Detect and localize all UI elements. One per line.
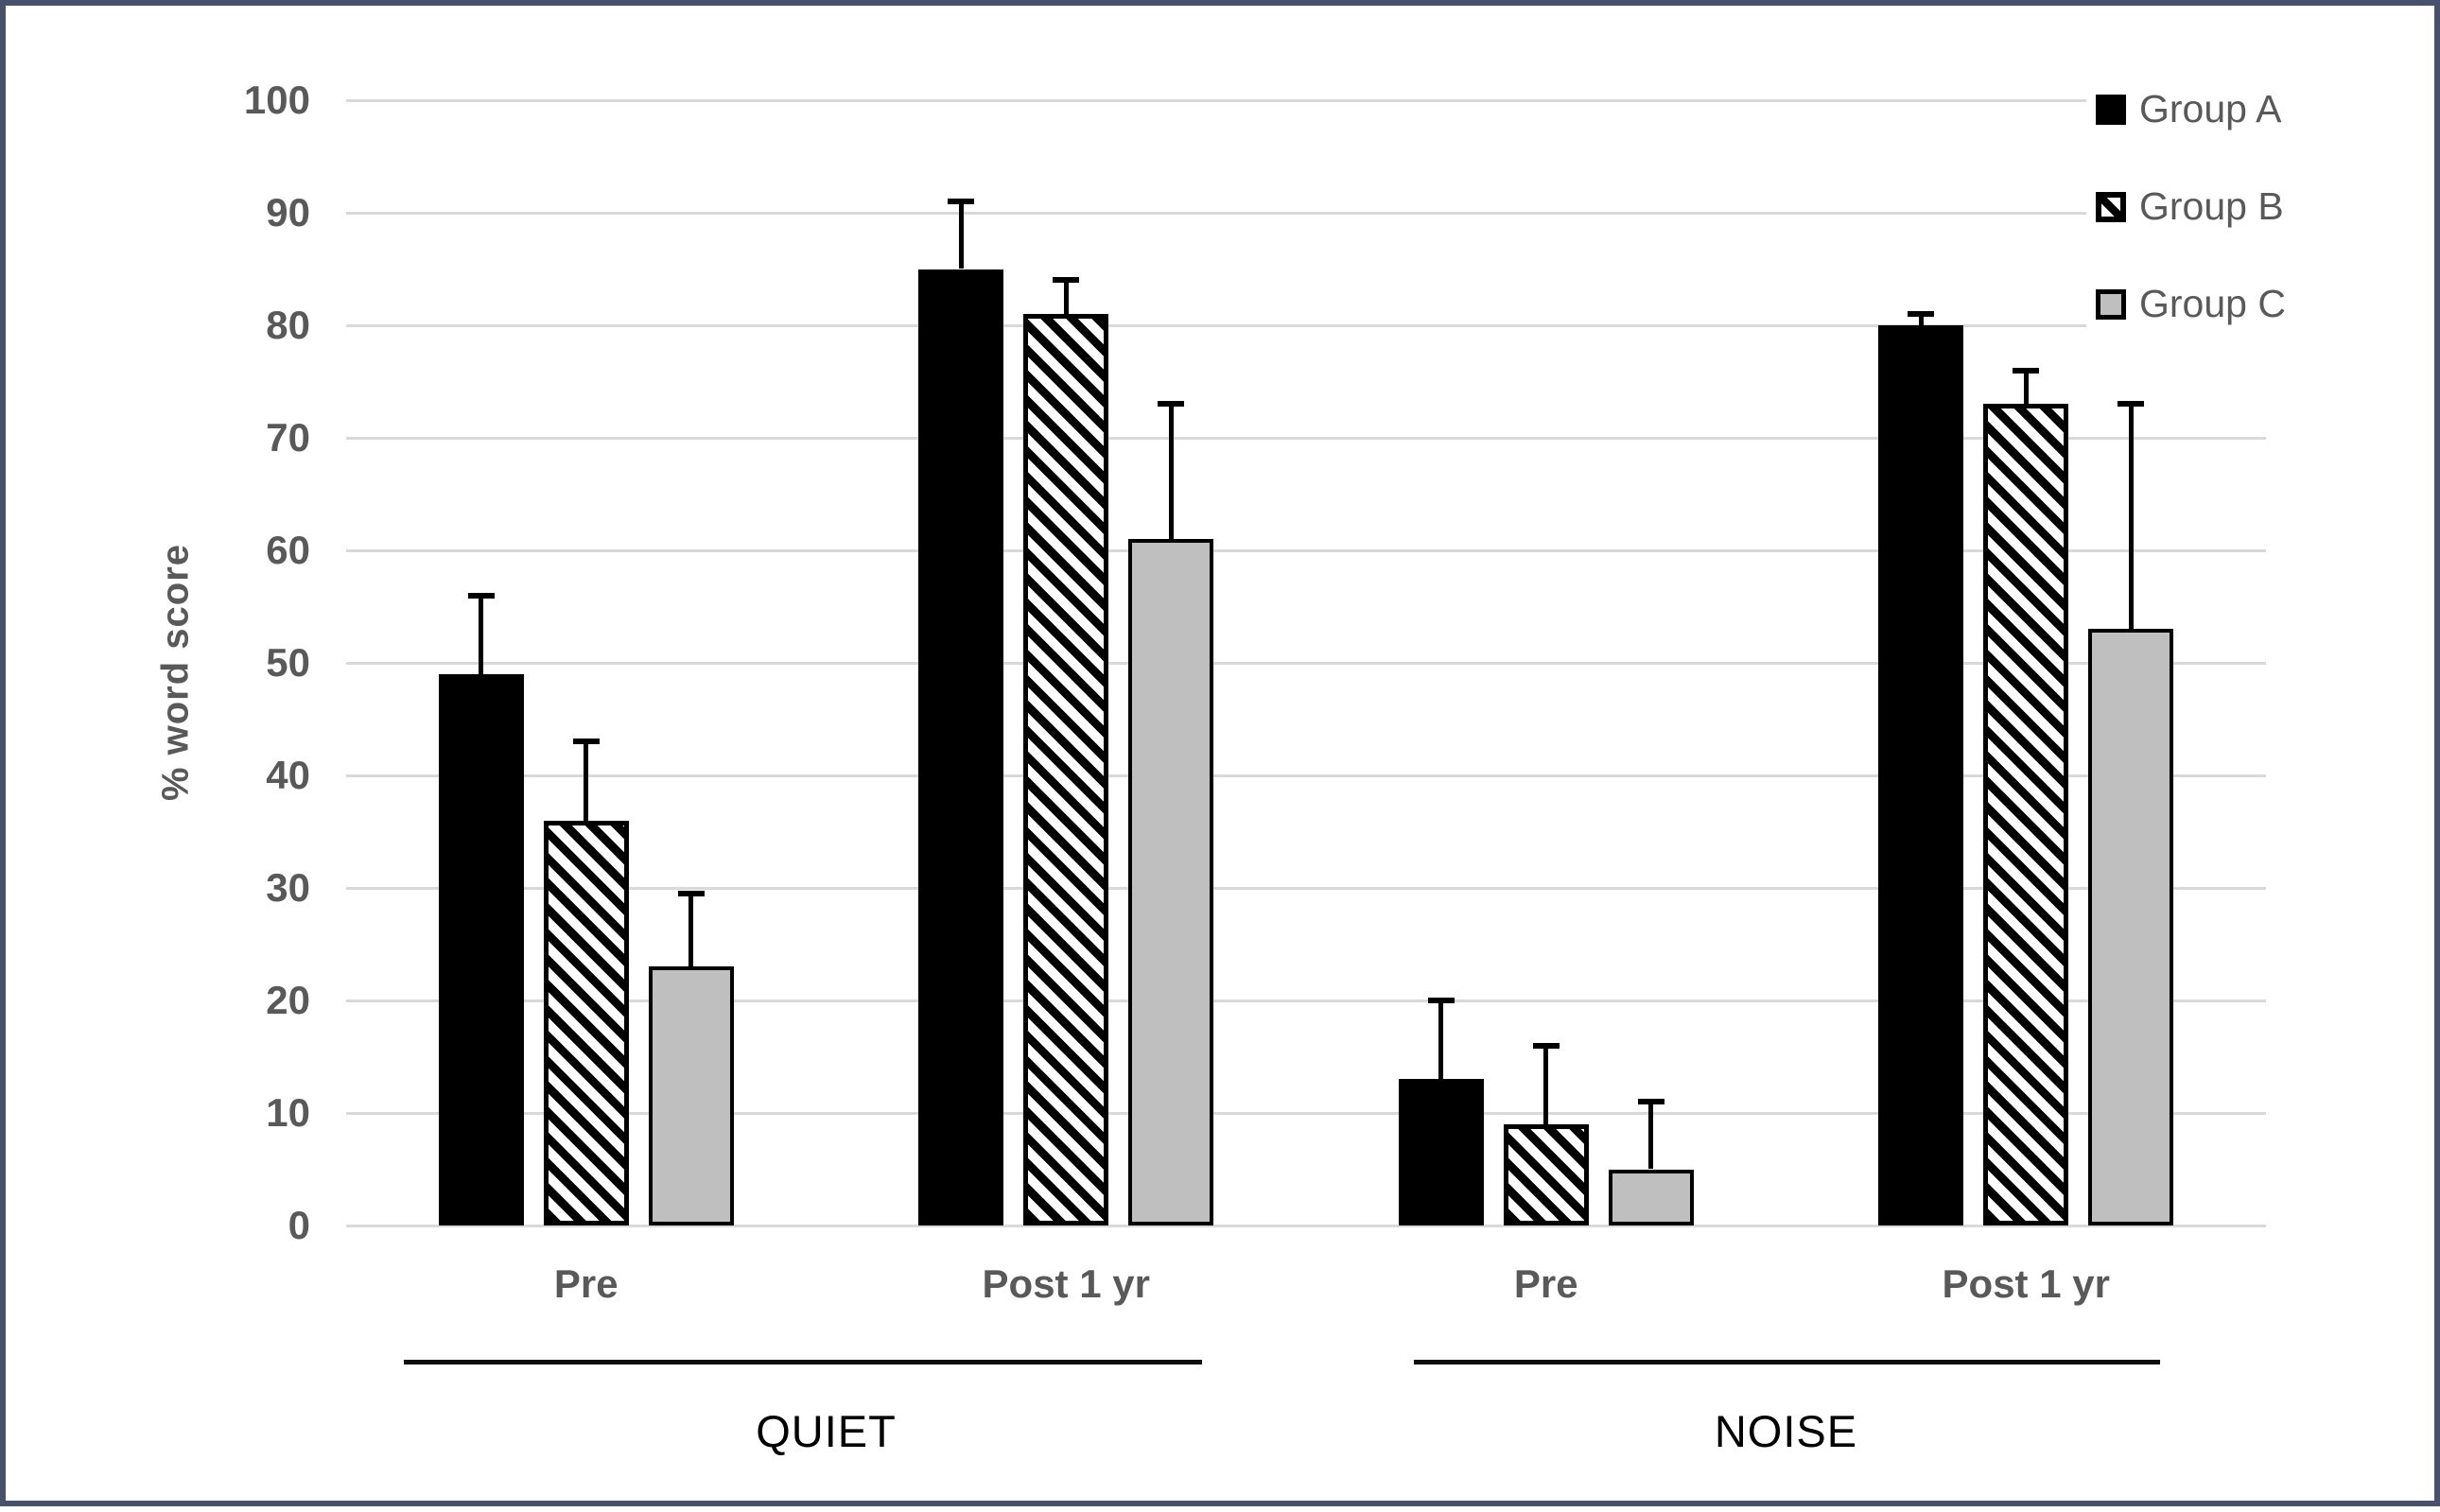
gridline-100 — [346, 98, 2266, 102]
y-tick-label-40: 40 — [266, 753, 310, 797]
bar-group-c-group1 — [1128, 539, 1214, 1225]
x-axis-label-group1: Post 1 yr — [982, 1261, 1150, 1306]
gridline-60 — [346, 548, 2266, 552]
y-tick-label-80: 80 — [266, 303, 310, 347]
legend-label-group-c: Group C — [2139, 282, 2286, 325]
legend-item-group-b: Group B — [2096, 184, 2286, 229]
gridline-10 — [346, 1111, 2266, 1115]
error-bar-cap — [1532, 1042, 1560, 1049]
section-underline-noise — [1413, 1360, 2161, 1364]
error-bar-cap — [1053, 277, 1080, 284]
gridline-20 — [346, 999, 2266, 1002]
x-axis-label-group0: Pre — [553, 1261, 619, 1306]
error-bar-cap — [2118, 401, 2145, 408]
y-tick-label-60: 60 — [266, 528, 310, 572]
section-label-quiet: QUIET — [756, 1406, 897, 1456]
y-tick-label-0: 0 — [288, 1203, 310, 1247]
legend: Group A Group B Group C — [2086, 81, 2314, 332]
gray-swatch-icon — [2096, 288, 2126, 320]
section-underline-quiet — [403, 1360, 1203, 1364]
bar-group-b-group0 — [543, 820, 629, 1225]
error-bar-line — [1063, 280, 1069, 315]
bar-group-c-group0 — [648, 966, 734, 1225]
error-bar-cap — [1427, 998, 1455, 1003]
bar-group-b-group3 — [1983, 404, 2069, 1225]
y-tick-label-90: 90 — [266, 190, 310, 235]
error-bar-cap — [2013, 367, 2040, 374]
bar-group-a-group0 — [438, 673, 524, 1225]
error-bar-cap — [677, 890, 705, 896]
x-axis-label-group3: Post 1 yr — [1942, 1261, 2110, 1306]
gridline-90 — [346, 211, 2266, 215]
y-tick-label-20: 20 — [266, 978, 310, 1022]
x-axis-label-group2: Pre — [1513, 1261, 1578, 1306]
plot-area — [346, 98, 2266, 1227]
gridline-40 — [346, 773, 2266, 777]
legend-label-group-a: Group A — [2139, 87, 2282, 130]
error-bar-line — [688, 893, 694, 967]
error-bar-cap — [1158, 401, 1185, 408]
diagonal-hatch-swatch-icon — [2096, 191, 2126, 222]
gridline-80 — [346, 323, 2266, 327]
y-axis-tick-labels: 0 10 20 30 40 50 60 70 80 90 100 — [6, 6, 310, 1512]
bar-group-c-group3 — [2088, 629, 2174, 1225]
error-bar-cap — [572, 739, 600, 745]
error-bar-cap — [1908, 311, 1935, 318]
bar-group-a-group3 — [1878, 325, 1964, 1225]
error-bar-line — [1648, 1102, 1654, 1170]
y-tick-label-30: 30 — [266, 865, 310, 910]
error-bar-line — [584, 741, 589, 821]
bar-group-b-group1 — [1023, 314, 1109, 1225]
solid-black-swatch-icon — [2096, 94, 2126, 125]
y-tick-label-70: 70 — [266, 415, 310, 460]
bar-group-c-group2 — [1608, 1169, 1694, 1225]
error-bar-line — [1168, 404, 1174, 540]
error-bar-line — [2128, 404, 2134, 630]
bar-group-b-group2 — [1503, 1123, 1589, 1225]
legend-label-group-b: Group B — [2139, 184, 2284, 228]
error-bar-cap — [948, 199, 975, 205]
error-bar-line — [1543, 1045, 1549, 1124]
legend-item-group-c: Group C — [2096, 282, 2286, 326]
error-bar-cap — [1637, 1099, 1664, 1105]
error-bar-line — [1918, 314, 1924, 325]
gridline-30 — [346, 886, 2266, 890]
section-label-noise: NOISE — [1714, 1406, 1858, 1456]
bar-group-a-group2 — [1398, 1079, 1484, 1225]
error-bar-line — [1438, 1000, 1444, 1080]
error-bar-line — [479, 595, 484, 674]
bar-group-a-group1 — [918, 269, 1004, 1225]
y-tick-label-50: 50 — [266, 640, 310, 685]
error-bar-line — [958, 201, 964, 269]
gridline-0 — [346, 1224, 2266, 1227]
legend-item-group-a: Group A — [2096, 87, 2286, 131]
gridline-70 — [346, 436, 2266, 440]
error-bar-cap — [467, 592, 495, 599]
error-bar-line — [2023, 370, 2029, 405]
y-tick-label-100: 100 — [243, 78, 310, 122]
y-tick-label-10: 10 — [266, 1090, 310, 1135]
gridline-50 — [346, 661, 2266, 665]
